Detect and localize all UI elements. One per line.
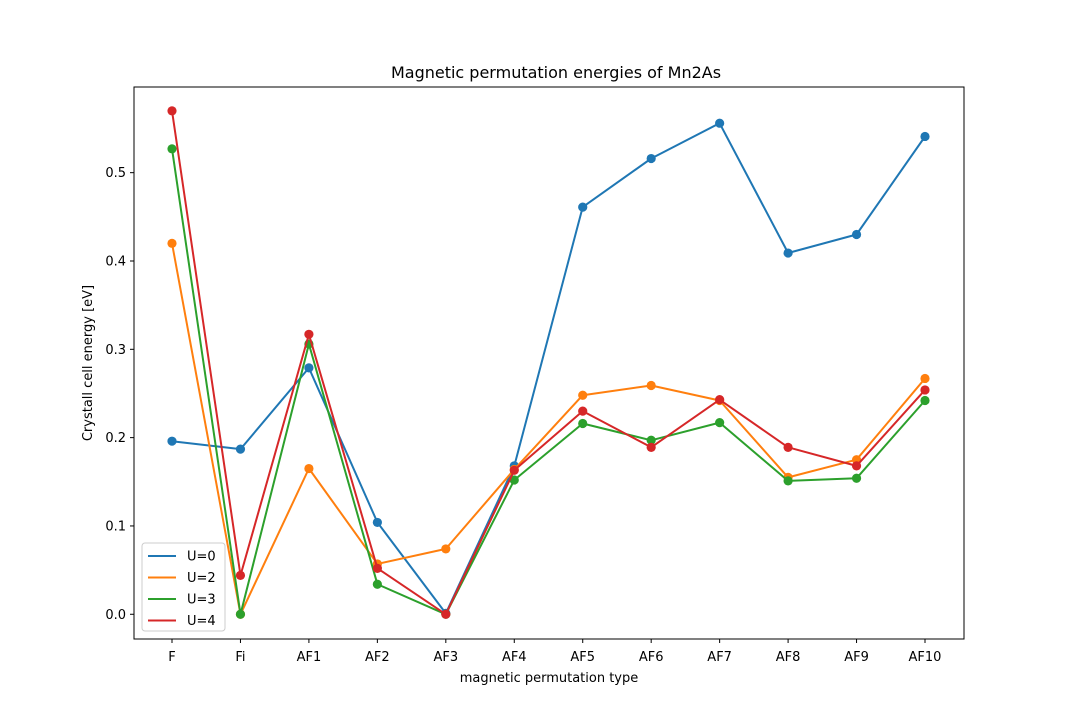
data-point [509, 475, 519, 485]
data-point [783, 476, 793, 486]
data-point [851, 461, 862, 471]
y-axis: 0.0 0.1 0.2 0.3 0.4 0.5 [105, 166, 134, 623]
series-line [171, 148, 926, 616]
data-point [304, 329, 314, 339]
data-point [235, 609, 246, 619]
data-point [441, 544, 451, 554]
legend-entry: U=4 [187, 614, 216, 629]
data-point [372, 563, 382, 573]
y-tick-label: 0.4 [105, 254, 126, 269]
x-tick-label: AF3 [433, 650, 458, 665]
data-point [167, 106, 177, 116]
x-axis: F Fi AF1 AF2 AF3 AF4 AF5 AF6 AF7 AF8 AF9 AF10 [168, 639, 941, 665]
y-axis-label: Crystall cell energy [eV] [81, 285, 96, 441]
data-point [372, 517, 382, 528]
x-tick-label: AF2 [365, 650, 390, 665]
data-point [646, 380, 656, 391]
data-point [441, 609, 451, 619]
x-tick-label: AF8 [776, 650, 801, 665]
y-tick-label: 0.0 [105, 608, 126, 623]
data-point [167, 144, 177, 154]
data-point [304, 463, 314, 474]
plot-area [167, 106, 930, 619]
x-tick-label: AF5 [570, 650, 595, 665]
series-line [171, 243, 926, 616]
data-point [578, 390, 588, 400]
data-point [167, 436, 177, 446]
data-point [715, 418, 725, 428]
data-point [167, 238, 177, 248]
x-tick-label: AF4 [502, 650, 527, 665]
series-line [171, 122, 926, 615]
y-tick-label: 0.5 [105, 166, 126, 181]
data-point [235, 444, 246, 454]
chart-title: Magnetic permutation energies of Mn2As [391, 63, 721, 82]
data-point [578, 406, 588, 416]
x-tick-label: AF1 [297, 650, 322, 665]
axes-frame [133, 86, 965, 640]
legend-box [141, 542, 226, 632]
y-tick-label: 0.3 [105, 343, 126, 358]
data-point [304, 363, 314, 373]
x-tick-label: AF9 [844, 650, 869, 665]
data-point [578, 202, 588, 212]
x-tick-label: AF6 [639, 650, 664, 665]
data-point [715, 395, 725, 405]
legend: U=0 U=2 U=3 U=4 [141, 542, 226, 632]
series-u-3 [167, 144, 930, 619]
x-tick-label: AF7 [707, 650, 732, 665]
data-point [372, 579, 382, 589]
x-tick-label: Fi [235, 650, 245, 665]
legend-entry: U=0 [187, 550, 216, 565]
data-point [920, 373, 930, 384]
data-point [783, 442, 793, 452]
legend-entry: U=2 [187, 571, 216, 586]
legend-entry: U=3 [187, 593, 216, 608]
data-point [920, 395, 930, 406]
series-u-4 [167, 106, 930, 619]
data-point [646, 435, 656, 445]
data-point [578, 418, 588, 429]
data-point [235, 570, 246, 581]
data-point [646, 442, 656, 452]
x-tick-label: AF10 [909, 650, 942, 665]
data-point [715, 118, 725, 128]
data-point [646, 153, 656, 164]
data-point [783, 248, 793, 258]
series-line [171, 110, 926, 616]
x-tick-label: F [168, 650, 175, 665]
data-point [851, 473, 862, 483]
x-axis-label: magnetic permutation type [460, 671, 639, 686]
y-tick-label: 0.1 [105, 519, 126, 534]
data-point [920, 131, 930, 142]
data-point [509, 465, 519, 475]
y-tick-label: 0.2 [105, 431, 126, 446]
data-point [920, 385, 930, 395]
data-point [851, 229, 862, 240]
